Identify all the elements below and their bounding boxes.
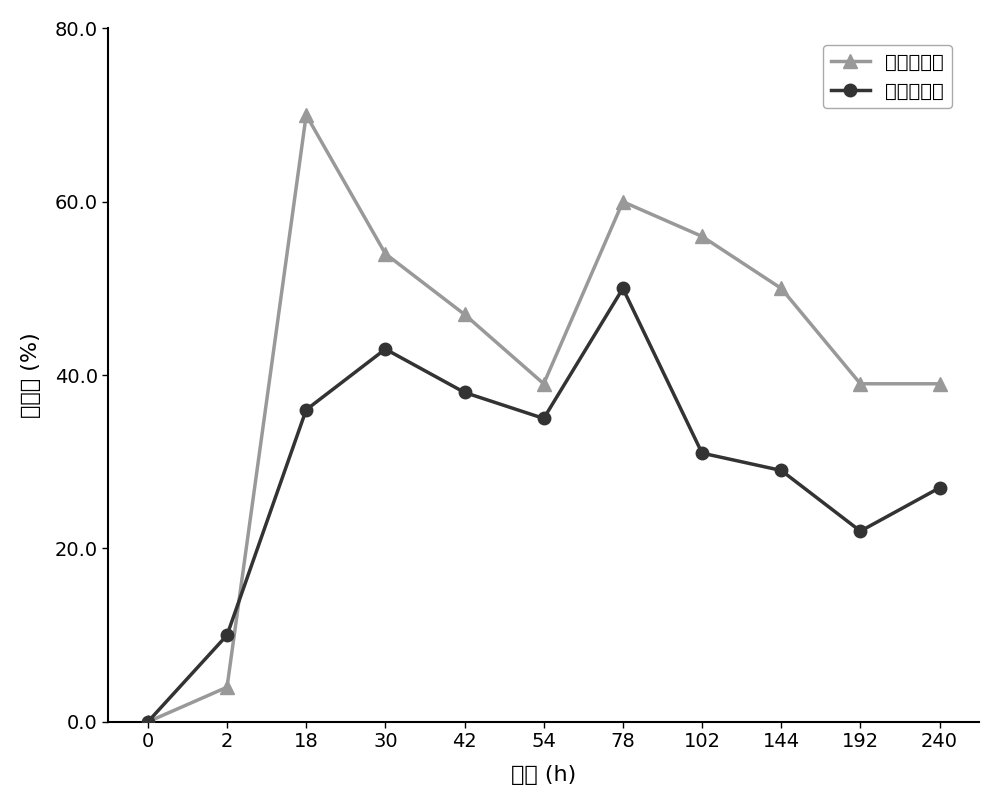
- Y-axis label: 去除率 (%): 去除率 (%): [21, 332, 41, 418]
- X-axis label: 时间 (h): 时间 (h): [511, 765, 576, 785]
- 镟的去除率: [221, 630, 233, 640]
- 铜的去除率: [617, 197, 629, 206]
- 铜的去除率: [775, 284, 787, 293]
- 镟的去除率: [617, 284, 629, 293]
- 铜的去除率: [934, 379, 946, 388]
- 镟的去除率: [854, 526, 866, 536]
- 镟的去除率: [775, 466, 787, 476]
- Line: 铜的去除率: 铜的去除率: [141, 108, 947, 729]
- 镟的去除率: [459, 388, 471, 397]
- 镟的去除率: [934, 483, 946, 492]
- 镟的去除率: [379, 344, 391, 354]
- 镟的去除率: [696, 448, 708, 458]
- 铜的去除率: [142, 717, 154, 727]
- 镟的去除率: [538, 413, 550, 423]
- Legend: 铜的去除率, 镟的去除率: 铜的去除率, 镟的去除率: [823, 45, 952, 108]
- 铜的去除率: [459, 310, 471, 319]
- 铜的去除率: [221, 683, 233, 692]
- 镟的去除率: [142, 717, 154, 727]
- 铜的去除率: [854, 379, 866, 388]
- 铜的去除率: [696, 231, 708, 241]
- 铜的去除率: [300, 110, 312, 120]
- 铜的去除率: [538, 379, 550, 388]
- Line: 镟的去除率: 镟的去除率: [142, 282, 946, 728]
- 铜的去除率: [379, 249, 391, 259]
- 镟的去除率: [300, 405, 312, 414]
